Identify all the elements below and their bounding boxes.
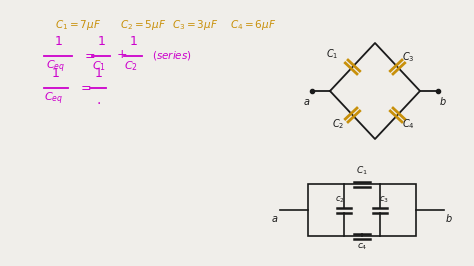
Text: $C_{eq}$: $C_{eq}$ [46,59,65,75]
Text: $1$: $1$ [94,67,102,80]
Text: a: a [304,97,310,107]
Text: $C_2 = 5\mu F$: $C_2 = 5\mu F$ [120,18,166,32]
Text: $C_4$: $C_4$ [402,117,415,131]
Text: $C_1$: $C_1$ [356,164,368,177]
Text: b: b [446,214,452,224]
Text: $=$: $=$ [82,48,96,61]
Text: $1$: $1$ [97,35,105,48]
Text: $C_3 = 3\mu F$: $C_3 = 3\mu F$ [172,18,218,32]
Text: b: b [440,97,446,107]
Text: $C_{eq}$: $C_{eq}$ [44,91,63,107]
Text: $C_1$: $C_1$ [92,59,106,73]
Text: $c_4$: $c_4$ [357,242,367,252]
Text: $.$: $.$ [96,93,100,107]
Text: $c_2$: $c_2$ [335,194,345,205]
Text: $C_1 = 7\mu F$: $C_1 = 7\mu F$ [55,18,101,32]
Text: $+$: $+$ [116,48,127,61]
Text: $C_1$: $C_1$ [326,47,338,61]
Text: $1$: $1$ [54,35,63,48]
Text: a: a [272,214,278,224]
Text: $c_3$: $c_3$ [379,194,389,205]
Bar [308,184,416,236]
Text: $=$: $=$ [78,81,91,94]
Text: $C_4 = 6\mu F$: $C_4 = 6\mu F$ [230,18,276,32]
Text: $1$: $1$ [51,67,59,80]
Text: $C_3$: $C_3$ [402,50,415,64]
Text: $(series)$: $(series)$ [152,48,192,61]
Text: $C_2$: $C_2$ [124,59,138,73]
Text: $C_2$: $C_2$ [332,117,345,131]
Text: $1$: $1$ [128,35,137,48]
